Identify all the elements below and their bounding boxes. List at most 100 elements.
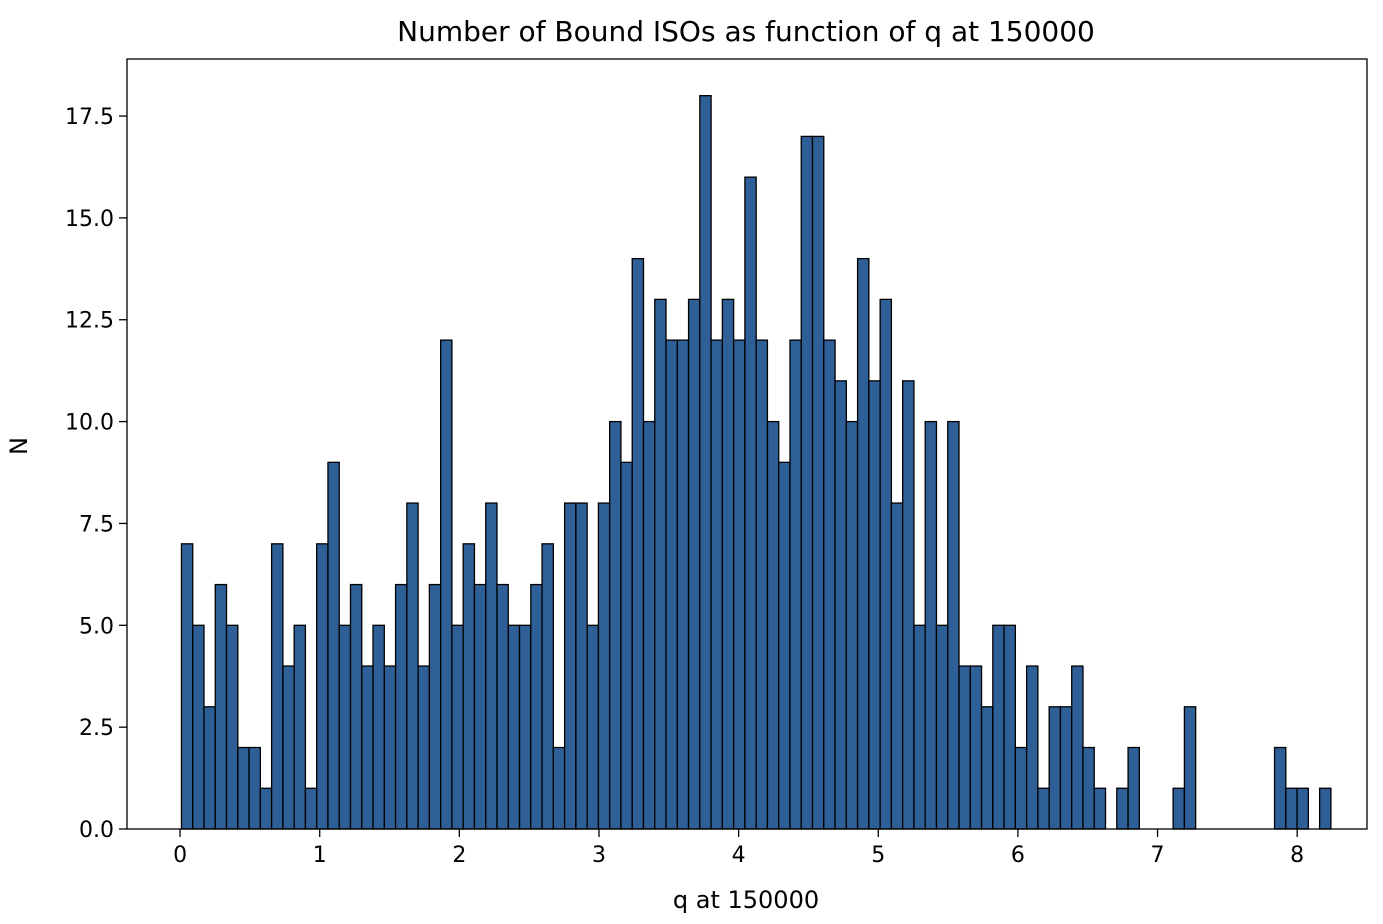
histogram-bar [631, 257, 645, 830]
histogram-bar [823, 339, 836, 830]
x-tick-label: 2 [452, 843, 466, 868]
histogram-bar [417, 665, 431, 830]
x-tick-label: 4 [732, 843, 746, 868]
histogram-bar [406, 502, 419, 830]
y-tick-label: 17.5 [65, 105, 114, 130]
histogram-bars [180, 95, 1332, 830]
histogram-bar [620, 461, 633, 830]
histogram-bar [969, 665, 983, 830]
histogram-bar [1093, 787, 1107, 830]
histogram-bar [1285, 787, 1298, 830]
histogram-bar [1127, 746, 1140, 830]
x-axis-ticks: 0 1 2 3 4 5 6 7 8 [173, 829, 1304, 868]
histogram-bar [473, 583, 487, 830]
histogram-bar [485, 502, 498, 830]
y-axis-ticks: 0.0 2.5 5.0 7.5 10.0 12.5 15.0 17.5 [65, 105, 127, 843]
histogram-bar [913, 624, 926, 830]
histogram-bar [744, 176, 757, 830]
histogram-bar [282, 665, 295, 830]
histogram-bar [293, 624, 307, 830]
chart-title: Number of Bound ISOs as function of q at… [397, 15, 1095, 48]
histogram-bar [530, 583, 543, 830]
histogram-bar [383, 665, 397, 830]
x-tick-label: 6 [1011, 843, 1025, 868]
histogram-bar [721, 298, 735, 830]
histogram-bar [800, 135, 814, 830]
histogram-bar [507, 624, 521, 830]
histogram-bar [1082, 746, 1095, 830]
x-tick-label: 3 [592, 843, 606, 868]
histogram-bar [890, 502, 904, 830]
histogram-bar [676, 339, 690, 830]
y-tick-label: 0.0 [79, 818, 114, 843]
histogram-bar [834, 380, 847, 830]
histogram-bar [349, 583, 363, 830]
x-tick-label: 5 [871, 843, 885, 868]
histogram-bar [541, 543, 554, 830]
x-tick-label: 8 [1290, 843, 1304, 868]
histogram-bar [270, 543, 284, 830]
histogram-bar [789, 339, 802, 830]
histogram-bar [699, 95, 712, 830]
y-tick-label: 15.0 [65, 207, 114, 232]
histogram-bar [766, 420, 780, 830]
histogram-bar [552, 746, 566, 830]
histogram-bar [518, 624, 532, 830]
histogram-bar [687, 298, 701, 830]
histogram-bar [609, 420, 622, 830]
histogram-bar [451, 624, 464, 830]
histogram-bar [1273, 746, 1287, 830]
histogram-bar [1048, 706, 1062, 830]
plot-frame [126, 58, 1368, 830]
histogram-bar [924, 420, 938, 830]
histogram-bar [778, 461, 791, 830]
histogram-bar [935, 624, 949, 830]
histogram-bar [203, 706, 216, 830]
histogram-bar [462, 543, 476, 830]
histogram-bar [1116, 787, 1129, 830]
histogram-bar [180, 543, 194, 830]
histogram-bar [980, 706, 994, 830]
histogram-bar [654, 298, 667, 830]
histogram-bar [192, 624, 205, 830]
y-tick-label: 12.5 [65, 309, 114, 334]
histogram-bar [958, 665, 971, 830]
histogram-bar [732, 339, 746, 830]
histogram-bar [248, 746, 261, 830]
histogram-bar [1172, 787, 1186, 830]
histogram-bar [394, 583, 408, 830]
y-tick-label: 5.0 [79, 614, 114, 639]
histogram-bar [992, 624, 1005, 830]
x-tick-label: 7 [1151, 843, 1165, 868]
x-tick-label: 0 [173, 843, 187, 868]
histogram-bar [439, 339, 453, 830]
histogram-bar [496, 583, 509, 830]
histogram-bar [428, 583, 442, 830]
histogram-bar [575, 502, 588, 830]
histogram-bar [665, 339, 678, 830]
histogram-bar [361, 665, 374, 830]
y-axis-label: N [5, 437, 33, 455]
histogram-bar [225, 624, 239, 830]
histogram-bar [755, 339, 769, 830]
histogram-bar [338, 624, 352, 830]
y-tick-label: 2.5 [79, 716, 114, 741]
histogram-bar [327, 461, 340, 830]
histogram-bar [902, 380, 915, 830]
histogram-bar [214, 583, 228, 830]
histogram-bar [1318, 787, 1332, 830]
histogram-bar [316, 543, 329, 830]
histogram-bar [1037, 787, 1050, 830]
histogram-bar [856, 257, 870, 830]
histogram-bar [1003, 624, 1017, 830]
y-tick-label: 10.0 [65, 411, 114, 436]
histogram-bar [259, 787, 273, 830]
histogram-bar [304, 787, 318, 830]
histogram-bar [1183, 706, 1197, 830]
histogram-bar [597, 502, 611, 830]
histogram-bar [372, 624, 385, 830]
histogram-bar [642, 420, 656, 830]
histogram-bar [879, 298, 893, 830]
histogram-bar [237, 746, 250, 830]
